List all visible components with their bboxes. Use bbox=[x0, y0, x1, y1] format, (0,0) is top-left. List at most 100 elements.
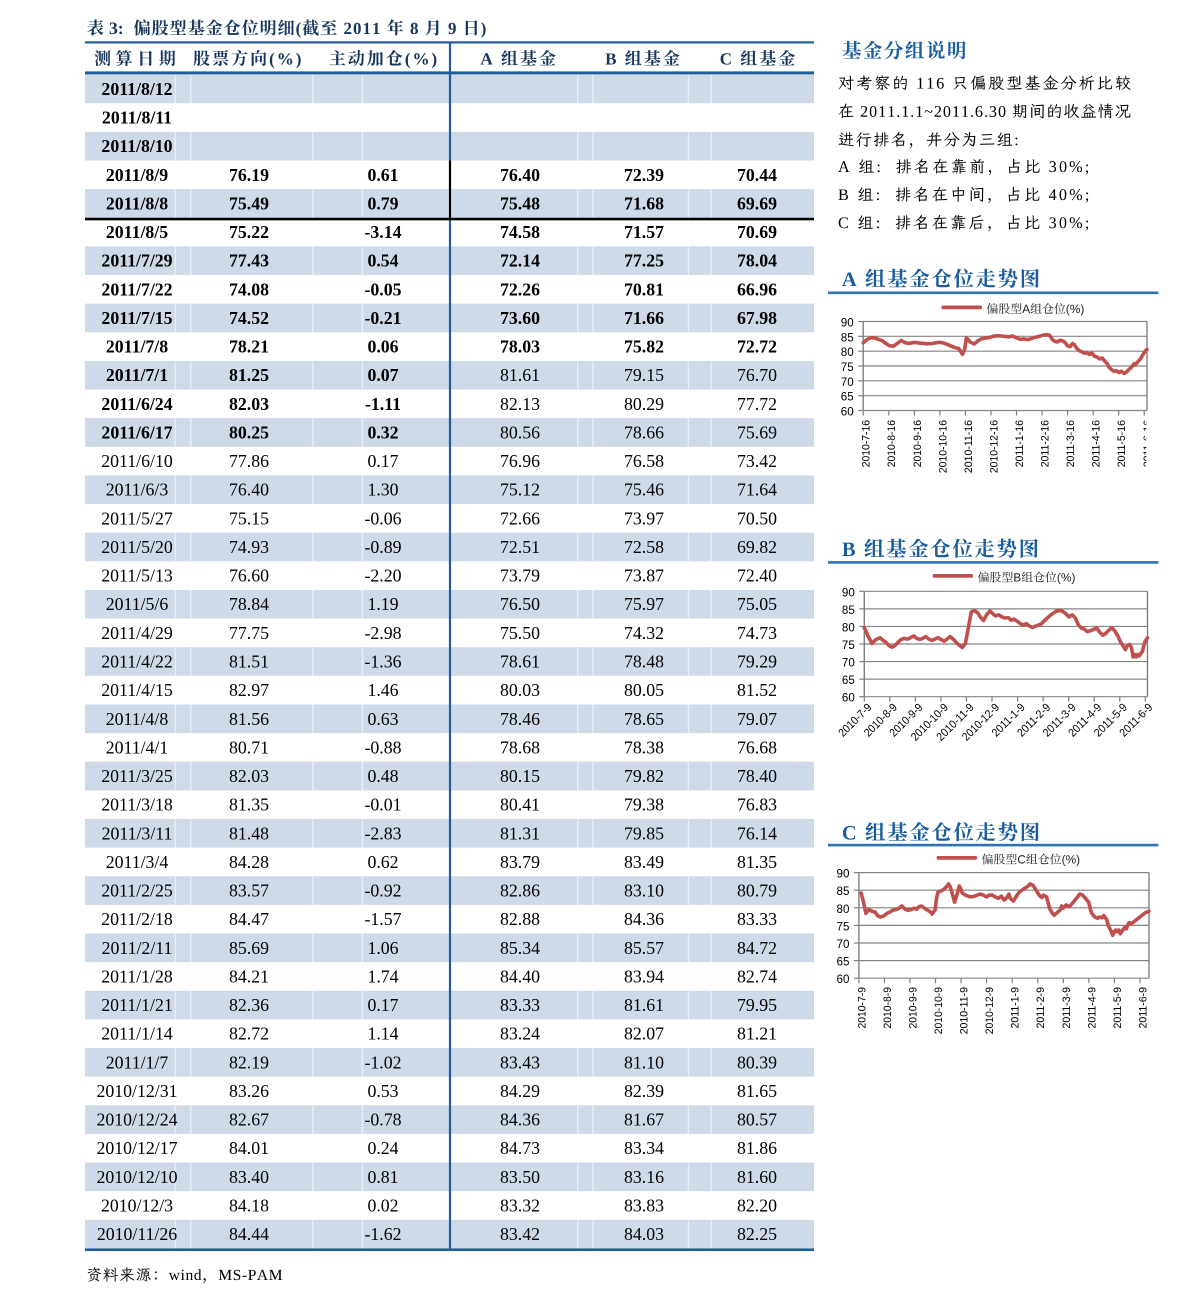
svg-text:2011/3/18: 2011/3/18 bbox=[101, 795, 173, 815]
svg-text:79.15: 79.15 bbox=[624, 365, 664, 385]
svg-text:80.05: 80.05 bbox=[624, 680, 664, 700]
svg-text:83.32: 83.32 bbox=[500, 1195, 540, 1215]
svg-text:2011-5-16: 2011-5-16 bbox=[1116, 420, 1128, 467]
svg-text:2011-3-9: 2011-3-9 bbox=[1061, 987, 1073, 1029]
svg-text:67.98: 67.98 bbox=[737, 308, 777, 328]
svg-text:79.85: 79.85 bbox=[624, 823, 664, 843]
svg-text:75.15: 75.15 bbox=[229, 508, 269, 528]
svg-text:2011/3/11: 2011/3/11 bbox=[102, 823, 173, 843]
svg-text:81.61: 81.61 bbox=[624, 995, 664, 1015]
svg-text:84.36: 84.36 bbox=[500, 1110, 540, 1130]
svg-text:2011/7/8: 2011/7/8 bbox=[106, 337, 168, 357]
svg-text:74.93: 74.93 bbox=[229, 537, 269, 557]
svg-text:84.47: 84.47 bbox=[229, 909, 269, 929]
svg-text:73.97: 73.97 bbox=[624, 508, 664, 528]
svg-text:83.83: 83.83 bbox=[624, 1195, 664, 1215]
svg-text:0.62: 0.62 bbox=[367, 852, 398, 872]
svg-text:83.94: 83.94 bbox=[624, 966, 664, 986]
svg-text:78.40: 78.40 bbox=[737, 766, 777, 786]
svg-text:83.57: 83.57 bbox=[229, 881, 269, 901]
svg-text:73.87: 73.87 bbox=[624, 566, 664, 586]
svg-text:2011/8/5: 2011/8/5 bbox=[106, 222, 168, 242]
svg-text:2011/4/29: 2011/4/29 bbox=[101, 623, 173, 643]
svg-text:78.46: 78.46 bbox=[500, 709, 540, 729]
svg-text:79.07: 79.07 bbox=[737, 709, 777, 729]
svg-text:81.51: 81.51 bbox=[229, 652, 269, 672]
svg-text:60: 60 bbox=[841, 406, 854, 419]
svg-text:81.35: 81.35 bbox=[229, 795, 269, 815]
svg-text:84.28: 84.28 bbox=[229, 852, 269, 872]
svg-text:-0.92: -0.92 bbox=[364, 881, 401, 901]
svg-text:82.07: 82.07 bbox=[624, 1024, 664, 1044]
svg-text:75.97: 75.97 bbox=[624, 594, 664, 614]
svg-text:2010-7-16: 2010-7-16 bbox=[861, 420, 873, 467]
svg-text:2010/11/26: 2010/11/26 bbox=[97, 1224, 177, 1244]
svg-text:76.50: 76.50 bbox=[500, 594, 540, 614]
svg-text:0.81: 0.81 bbox=[367, 1167, 398, 1187]
svg-text:81.10: 81.10 bbox=[624, 1052, 664, 1072]
svg-text:2010-11-9: 2010-11-9 bbox=[959, 987, 971, 1034]
svg-text:2011/3/4: 2011/3/4 bbox=[106, 852, 169, 872]
svg-text:83.42: 83.42 bbox=[500, 1224, 540, 1244]
svg-text:2011/4/1: 2011/4/1 bbox=[106, 737, 169, 757]
svg-text:2011/8/10: 2011/8/10 bbox=[101, 136, 172, 156]
svg-text:-0.21: -0.21 bbox=[364, 308, 401, 328]
svg-text:82.97: 82.97 bbox=[229, 680, 269, 700]
svg-text:2011/6/10: 2011/6/10 bbox=[101, 451, 173, 471]
svg-text:79.95: 79.95 bbox=[737, 995, 777, 1015]
svg-text:70: 70 bbox=[837, 938, 850, 951]
svg-text:0.53: 0.53 bbox=[367, 1081, 398, 1101]
svg-text:80.79: 80.79 bbox=[737, 881, 777, 901]
svg-text:82.86: 82.86 bbox=[500, 881, 540, 901]
svg-text:80.57: 80.57 bbox=[737, 1110, 777, 1130]
svg-text:85.34: 85.34 bbox=[500, 938, 540, 958]
svg-text:2011-6-9: 2011-6-9 bbox=[1138, 987, 1150, 1029]
svg-text:82.25: 82.25 bbox=[737, 1224, 777, 1244]
svg-text:76.68: 76.68 bbox=[737, 737, 777, 757]
svg-text:72.58: 72.58 bbox=[624, 537, 664, 557]
svg-text:2011-1-16: 2011-1-16 bbox=[1014, 420, 1026, 467]
svg-text:84.21: 84.21 bbox=[229, 966, 269, 986]
svg-text:2010/12/31: 2010/12/31 bbox=[96, 1081, 177, 1101]
svg-text:84.18: 84.18 bbox=[229, 1195, 269, 1215]
svg-text:-0.89: -0.89 bbox=[364, 537, 401, 557]
svg-text:73.79: 73.79 bbox=[500, 566, 540, 586]
svg-text:76.40: 76.40 bbox=[229, 480, 269, 500]
svg-text:2010-10-9: 2010-10-9 bbox=[933, 987, 945, 1034]
svg-text:2011/4/15: 2011/4/15 bbox=[101, 680, 173, 700]
svg-text:82.74: 82.74 bbox=[737, 966, 777, 986]
svg-text:83.49: 83.49 bbox=[624, 852, 664, 872]
svg-text:2011/3/25: 2011/3/25 bbox=[101, 766, 173, 786]
svg-text:0.32: 0.32 bbox=[367, 422, 398, 442]
svg-text:1.74: 1.74 bbox=[367, 966, 398, 986]
svg-text:76.96: 76.96 bbox=[500, 451, 540, 471]
svg-text:83.43: 83.43 bbox=[500, 1052, 540, 1072]
svg-text:78.84: 78.84 bbox=[229, 594, 269, 614]
svg-text:75.49: 75.49 bbox=[229, 193, 269, 213]
svg-text:78.04: 78.04 bbox=[737, 251, 777, 271]
svg-text:2011/8/12: 2011/8/12 bbox=[101, 79, 172, 99]
svg-text:2010/12/10: 2010/12/10 bbox=[96, 1167, 177, 1187]
svg-text:78.03: 78.03 bbox=[500, 337, 540, 357]
svg-text:-2.98: -2.98 bbox=[364, 623, 401, 643]
svg-text:80: 80 bbox=[842, 621, 855, 634]
svg-text:0.54: 0.54 bbox=[367, 251, 398, 271]
svg-text:1.19: 1.19 bbox=[367, 594, 398, 614]
svg-text:78.66: 78.66 bbox=[624, 422, 664, 442]
svg-text:84.73: 84.73 bbox=[500, 1138, 540, 1158]
svg-text:2011/4/8: 2011/4/8 bbox=[106, 709, 169, 729]
svg-text:1.30: 1.30 bbox=[367, 480, 398, 500]
svg-text:82.72: 82.72 bbox=[229, 1024, 269, 1044]
svg-text:75.50: 75.50 bbox=[500, 623, 540, 643]
svg-text:76.14: 76.14 bbox=[737, 823, 777, 843]
svg-text:83.24: 83.24 bbox=[500, 1024, 540, 1044]
svg-text:75: 75 bbox=[841, 361, 854, 374]
svg-text:2011-3-16: 2011-3-16 bbox=[1065, 420, 1077, 467]
svg-text:72.39: 72.39 bbox=[624, 165, 664, 185]
svg-text:77.86: 77.86 bbox=[229, 451, 269, 471]
svg-text:80.39: 80.39 bbox=[737, 1052, 777, 1072]
svg-text:2010-10-16: 2010-10-16 bbox=[937, 420, 949, 473]
svg-text:82.03: 82.03 bbox=[229, 394, 269, 414]
svg-text:72.72: 72.72 bbox=[737, 337, 777, 357]
svg-text:80.56: 80.56 bbox=[500, 422, 540, 442]
